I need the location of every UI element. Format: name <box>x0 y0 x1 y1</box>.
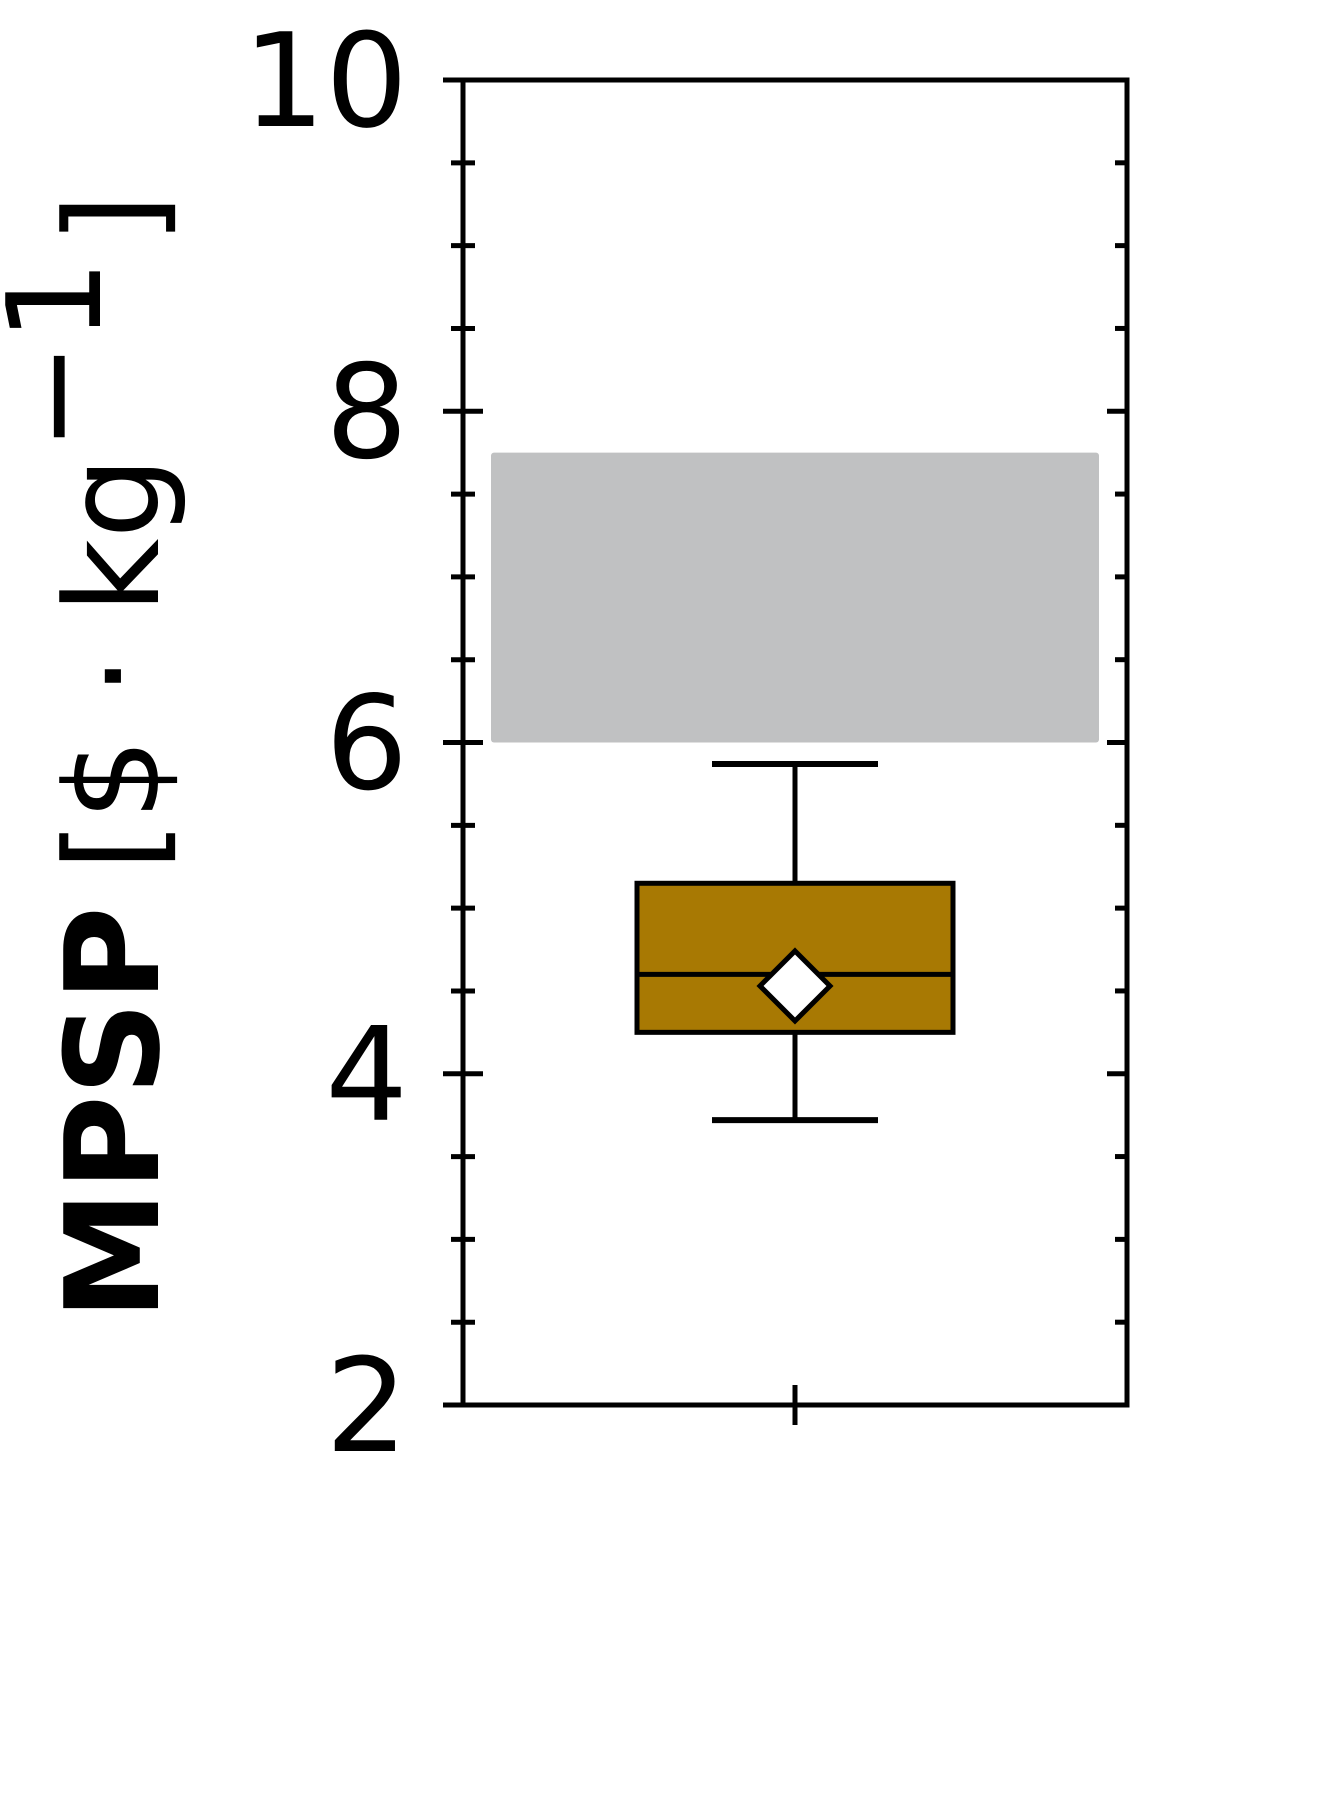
y-tick-label: 10 <box>243 5 408 157</box>
y-tick-label-layer: 2 4 6 8 10 <box>243 5 408 1482</box>
tick-layer <box>443 77 1127 1425</box>
y-tick-label: 6 <box>325 668 408 820</box>
y-axis-title-main: MPSP <box>37 906 189 1320</box>
y-tick-label: 4 <box>325 999 408 1151</box>
y-tick-label: 8 <box>325 336 408 488</box>
y-axis-title-close: ] <box>37 194 189 245</box>
box-plot-layer <box>634 761 956 1124</box>
y-axis-title-unit: [$ · kg <box>37 456 189 871</box>
plot-frame <box>460 77 1130 1408</box>
y-axis-title-exponent: −1 <box>0 259 131 451</box>
target-range-band-layer <box>491 452 1099 743</box>
mean-marker <box>756 947 834 1025</box>
y-axis-title: MPSP [$ · kg −1 ] <box>0 194 189 1320</box>
target-range-band <box>491 452 1099 743</box>
y-tick-label: 2 <box>325 1330 408 1482</box>
